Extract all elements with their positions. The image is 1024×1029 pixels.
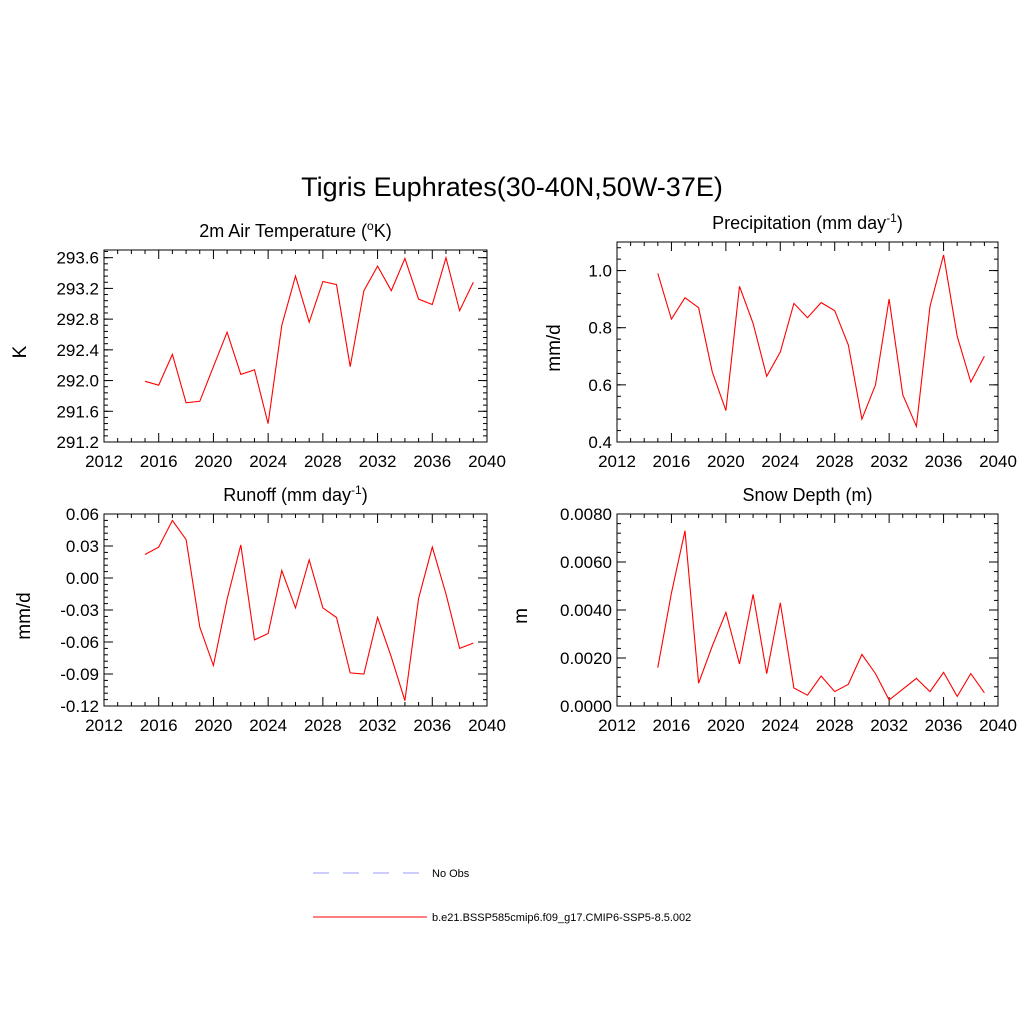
panel-title-text: Precipitation (mm day — [712, 213, 886, 233]
y-tick-label: -0.12 — [60, 697, 99, 716]
y-axis-label: K — [10, 345, 31, 358]
panel-title-superscript: -1 — [886, 211, 897, 225]
y-tick-label: 293.2 — [56, 279, 99, 298]
y-axis-label: m — [511, 608, 532, 624]
x-tick-label: 2028 — [304, 716, 342, 735]
series-line — [144, 255, 474, 424]
x-tick-label: 2024 — [249, 716, 287, 735]
x-tick-label: 2036 — [413, 716, 451, 735]
y-tick-label: 0.4 — [588, 433, 612, 452]
x-tick-label: 2040 — [979, 716, 1017, 735]
x-tick-label: 2032 — [359, 452, 397, 471]
figure-title: Tigris Euphrates(30-40N,50W-37E) — [301, 172, 723, 202]
legend-item: b.e21.BSSP585cmip6.f09_g17.CMIP6-SSP5-8.… — [313, 912, 691, 924]
x-tick-label: 2020 — [195, 452, 233, 471]
x-tick-label: 2036 — [925, 716, 963, 735]
x-tick-label: 2020 — [195, 716, 233, 735]
panel-3: -0.12 -0.09 -0.06 -0.03 0.00 0.03 0.06 2012 2016… — [14, 483, 506, 735]
y-tick-label: 0.00 — [66, 569, 99, 588]
panel-title: Snow Depth (m) — [742, 485, 872, 505]
series-line — [144, 519, 474, 701]
y-tick-label: 1.0 — [588, 262, 612, 281]
y-tick-label: 0.06 — [66, 505, 99, 524]
x-tick-label: 2012 — [598, 716, 636, 735]
x-tick-label: 2012 — [85, 452, 123, 471]
panels: 291.2 291.6 292.0 292.4 292.8 293.2 293.6 2012 2… — [10, 211, 1017, 735]
x-tick-label: 2036 — [925, 452, 963, 471]
panel-title-suffix: K) — [374, 221, 392, 241]
x-tick-label: 2024 — [249, 452, 287, 471]
panel-4: 0.0000 0.0020 0.0040 0.0060 0.0080 2012 2016 20… — [511, 485, 1017, 735]
series-line — [657, 254, 985, 429]
x-tick-label: 2036 — [413, 452, 451, 471]
panel-title: Runoff (mm day-1) — [223, 483, 367, 505]
x-tick-label: 2028 — [304, 452, 342, 471]
y-tick-label: 0.0020 — [560, 649, 612, 668]
x-tick-label: 2028 — [816, 452, 854, 471]
panel-2: 0.4 0.6 0.8 1.0 2012 2016 2020 2024 2028 2032 2036… — [544, 211, 1017, 471]
y-tick-label: 0.03 — [66, 537, 99, 556]
panel-title-superscript: o — [367, 219, 374, 233]
y-tick-label: 0.0080 — [560, 505, 612, 524]
x-tick-label: 2020 — [707, 452, 745, 471]
x-tick-label: 2032 — [359, 716, 397, 735]
x-tick-label: 2024 — [761, 452, 799, 471]
y-tick-label: 291.6 — [56, 402, 99, 421]
y-tick-label: 293.6 — [56, 249, 99, 268]
y-axis-label: mm/d — [14, 592, 35, 640]
legend-item: No Obs — [313, 868, 470, 880]
y-tick-label: 292.0 — [56, 372, 99, 391]
plot-frame — [103, 249, 488, 443]
y-axis-label: mm/d — [544, 324, 565, 372]
panel-title-suffix: ) — [897, 213, 903, 233]
legend-label: b.e21.BSSP585cmip6.f09_g17.CMIP6-SSP5-8.… — [432, 912, 691, 924]
x-tick-label: 2016 — [653, 716, 691, 735]
y-tick-label: 0.8 — [588, 319, 612, 338]
x-tick-label: 2012 — [598, 452, 636, 471]
panel-1: 291.2 291.6 292.0 292.4 292.8 293.2 293.6 2012 2… — [10, 219, 506, 471]
x-tick-label: 2012 — [85, 716, 123, 735]
panel-title: 2m Air Temperature (oK) — [199, 219, 391, 241]
x-tick-label: 2016 — [140, 452, 178, 471]
panel-title-text: Snow Depth (m) — [742, 485, 872, 505]
panel-title-text: 2m Air Temperature ( — [199, 221, 367, 241]
x-tick-label: 2024 — [761, 716, 799, 735]
panel-title-suffix: ) — [362, 485, 368, 505]
y-tick-label: 0.0040 — [560, 601, 612, 620]
panel-title-superscript: -1 — [351, 483, 362, 497]
y-tick-label: 0.0000 — [560, 697, 612, 716]
x-tick-label: 2040 — [468, 716, 506, 735]
x-tick-label: 2016 — [140, 716, 178, 735]
legend-label: No Obs — [432, 868, 470, 880]
x-tick-label: 2040 — [979, 452, 1017, 471]
y-tick-label: -0.03 — [60, 601, 99, 620]
y-tick-label: 0.0060 — [560, 553, 612, 572]
x-tick-label: 2032 — [870, 716, 908, 735]
panel-title-text: Runoff (mm day — [223, 485, 351, 505]
y-tick-label: 0.6 — [588, 376, 612, 395]
legend: No Obs b.e21.BSSP585cmip6.f09_g17.CMIP6-S… — [313, 868, 691, 924]
y-tick-label: 292.8 — [56, 310, 99, 329]
x-tick-label: 2028 — [816, 716, 854, 735]
x-tick-label: 2020 — [707, 716, 745, 735]
y-tick-label: 292.4 — [56, 341, 99, 360]
y-tick-label: 291.2 — [56, 433, 99, 452]
y-tick-label: -0.06 — [60, 633, 99, 652]
x-tick-label: 2032 — [870, 452, 908, 471]
panel-title: Precipitation (mm day-1) — [712, 211, 903, 233]
x-tick-label: 2040 — [468, 452, 506, 471]
x-tick-label: 2016 — [653, 452, 691, 471]
plot-frame — [616, 241, 999, 443]
series-line — [657, 530, 985, 701]
y-tick-label: -0.09 — [60, 665, 99, 684]
